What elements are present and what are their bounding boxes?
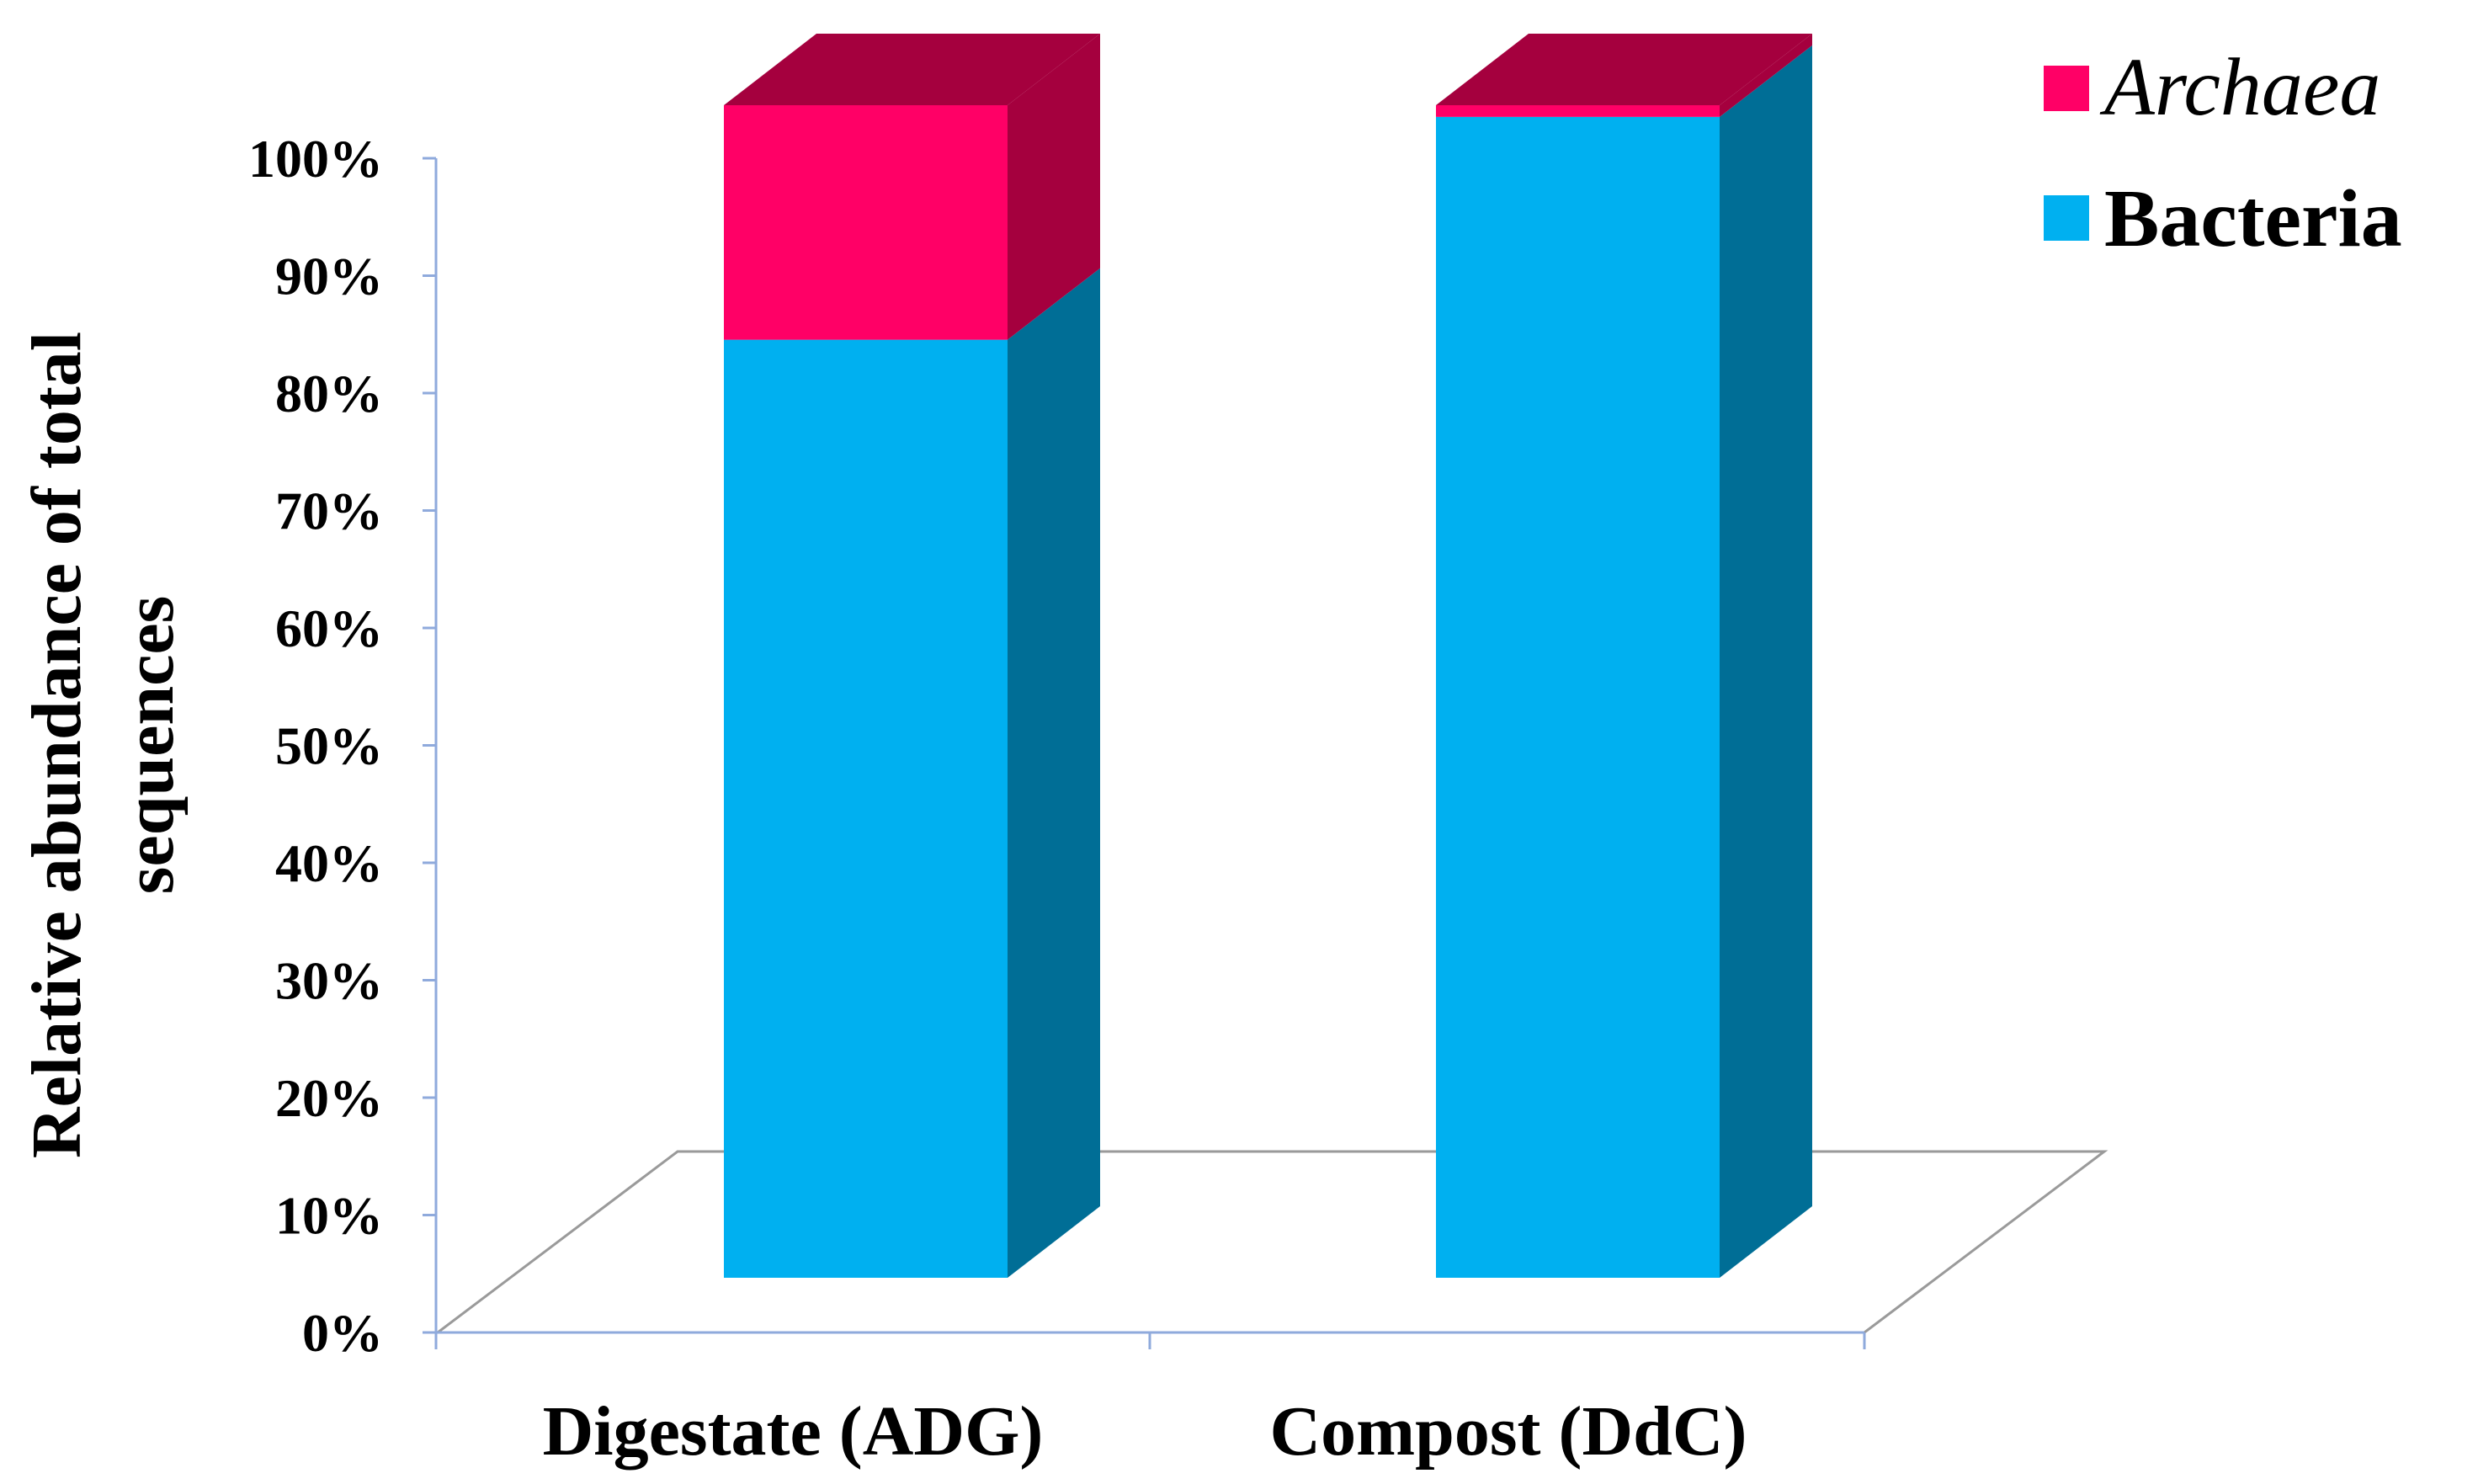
bar-archaea <box>724 105 1008 340</box>
bars-group <box>724 34 1812 1279</box>
bar-top-archaea <box>1436 34 1812 105</box>
y-tick-label: 80% <box>275 364 383 423</box>
y-axis-title-line-2: sequences <box>110 596 189 895</box>
y-axis-title-line-1: Relative abundance of total <box>18 332 96 1158</box>
x-tick-label-compost: Compost (DdC) <box>1270 1392 1747 1471</box>
legend: Archaea Bacteria <box>2044 42 2402 264</box>
bar-side-bacteria <box>1008 268 1100 1279</box>
legend-label-archaea: Archaea <box>2099 42 2380 133</box>
y-tick-label: 60% <box>275 598 383 658</box>
bar-archaea <box>1436 105 1720 117</box>
bar-bacteria <box>724 339 1008 1279</box>
y-axis-ticks: 0% 10% 20% 30% 40% 50% 60% 70% 80% 90% 100% <box>248 129 436 1363</box>
plot-floor <box>433 1150 2108 1334</box>
y-tick-label: 70% <box>275 481 383 541</box>
bar-side-bacteria <box>1720 45 1812 1278</box>
y-tick-label: 10% <box>275 1186 383 1246</box>
y-tick-label: 0% <box>302 1303 383 1363</box>
y-tick-label: 100% <box>248 129 383 189</box>
bar-top-archaea <box>724 34 1100 105</box>
legend-swatch-bacteria <box>2044 195 2089 241</box>
bar-side-archaea <box>1720 34 1812 117</box>
bar-bacteria <box>1436 116 1720 1279</box>
y-tick-label: 20% <box>275 1068 383 1128</box>
legend-label-bacteria: Bacteria <box>2104 173 2402 264</box>
y-tick-label: 90% <box>275 247 383 306</box>
bar-side-archaea <box>1008 34 1100 340</box>
legend-swatch-archaea <box>2044 66 2089 111</box>
x-tick-label-digestate: Digestate (ADG) <box>543 1392 1044 1471</box>
y-tick-label: 30% <box>275 951 383 1011</box>
y-tick-label: 40% <box>275 833 383 893</box>
y-tick-label: 50% <box>275 716 383 776</box>
